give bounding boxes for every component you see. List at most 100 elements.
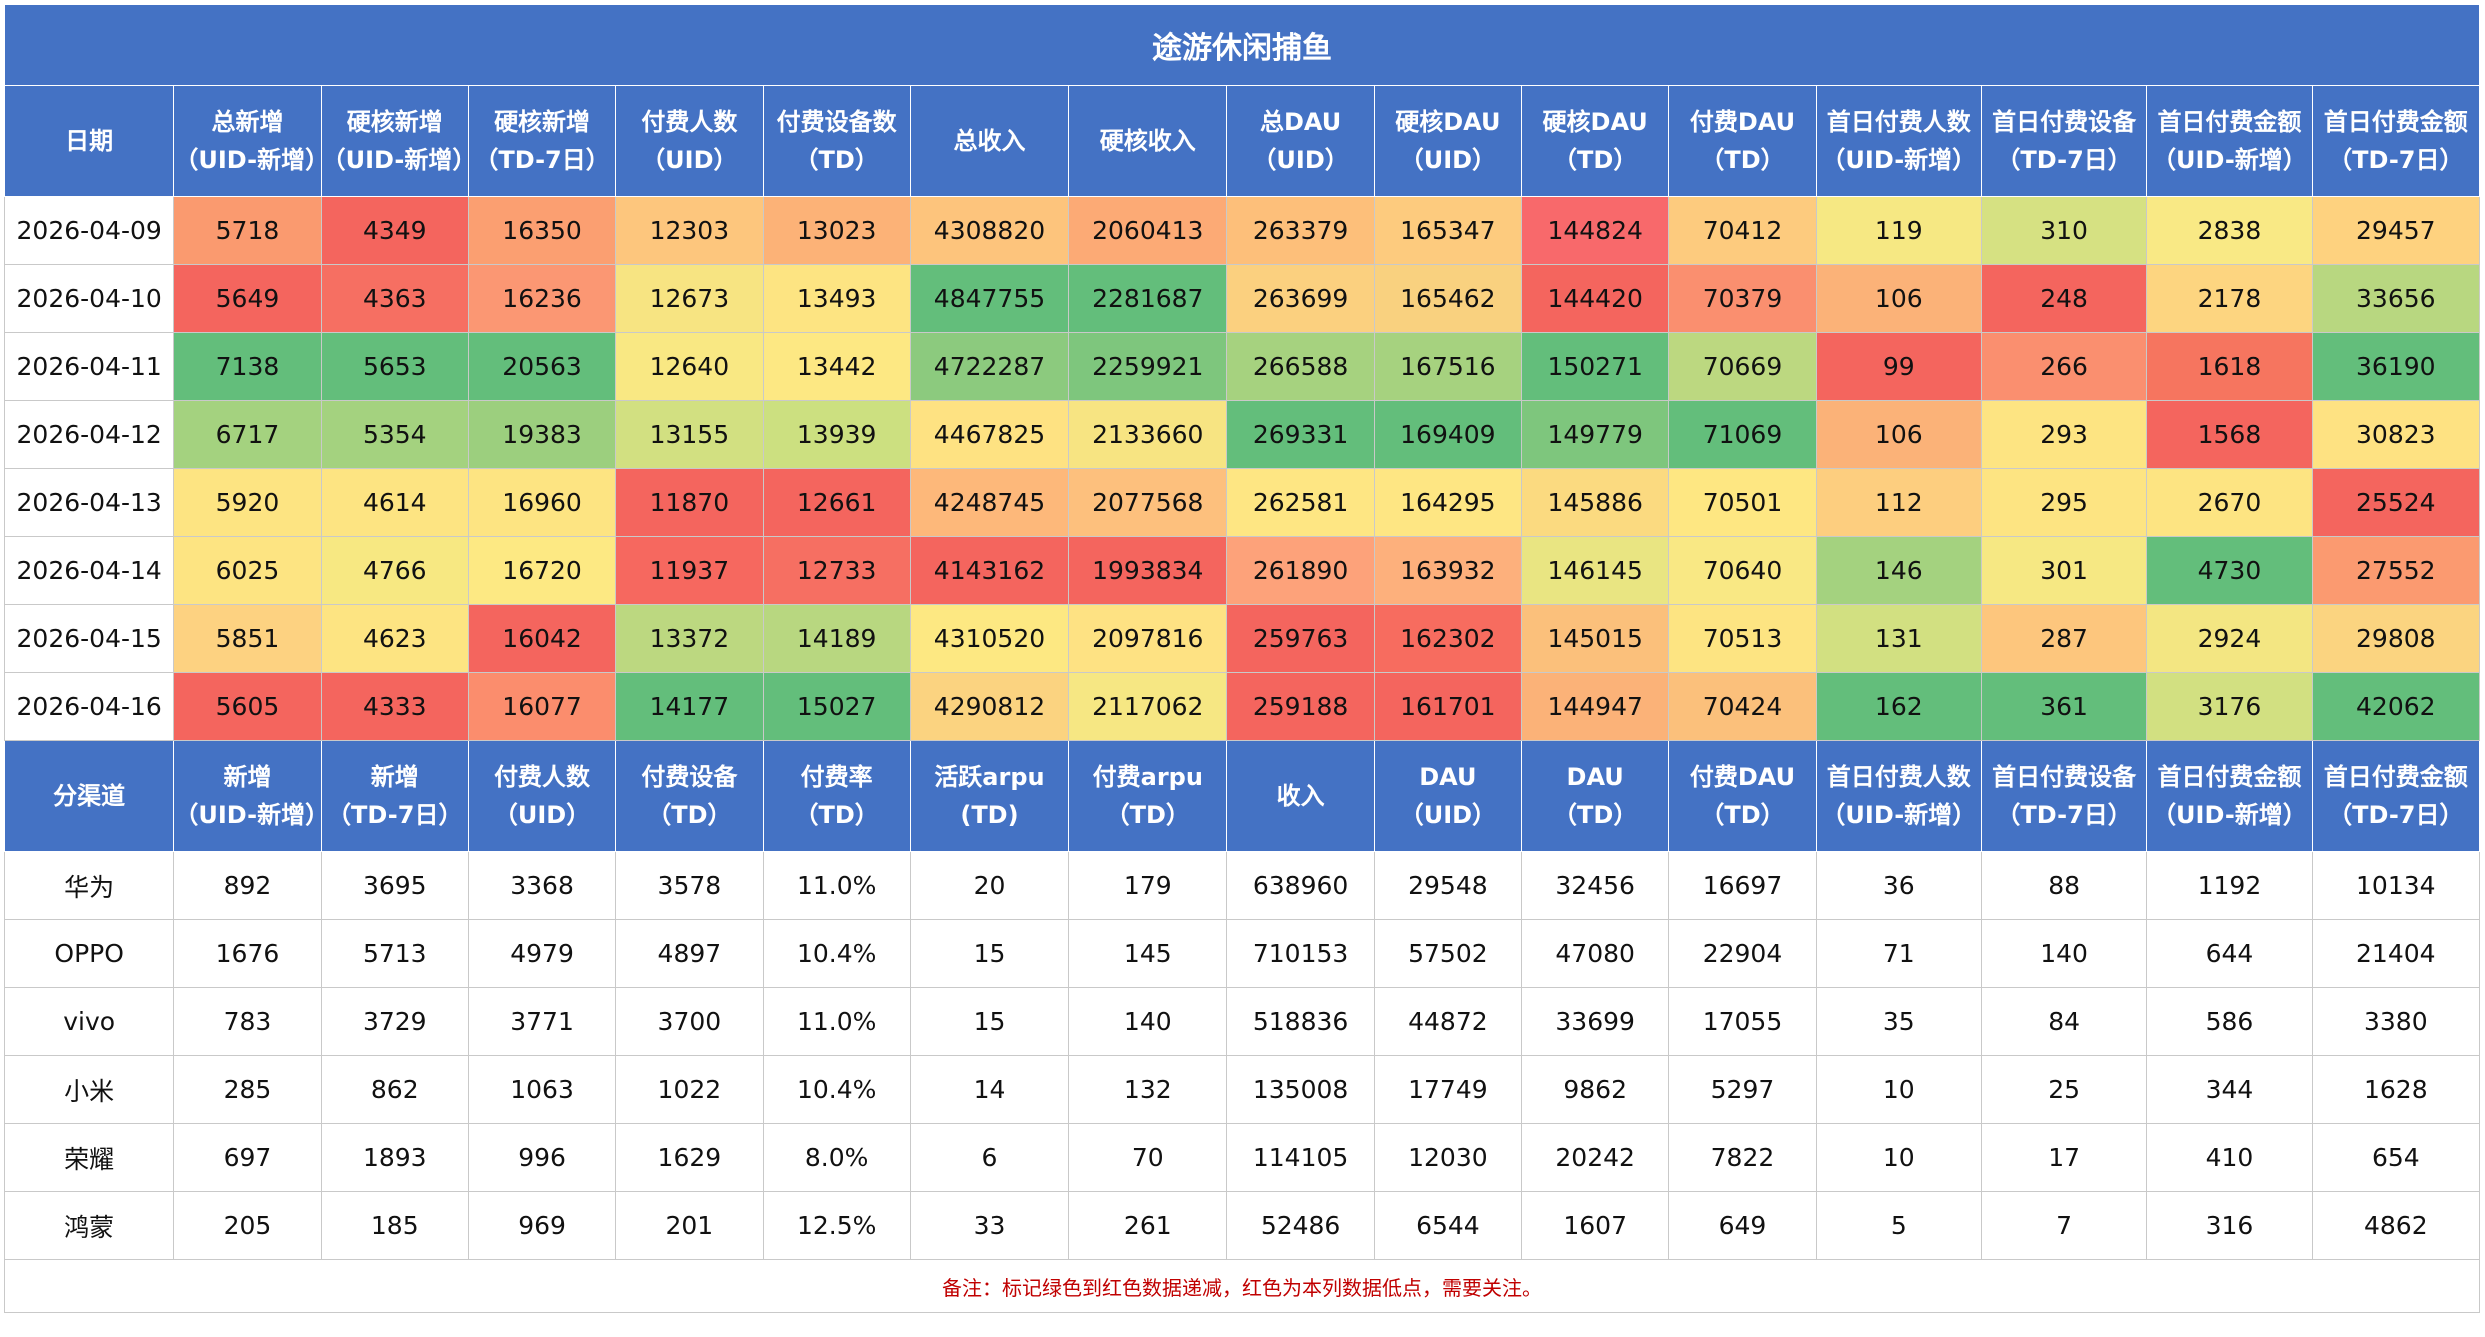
channel-metric-cell: 7	[1980, 1191, 2148, 1260]
column-header-line: （UID-新增）	[2152, 801, 2307, 829]
channels-column-header: 收入	[1226, 740, 1375, 852]
channel-metric-cell: 32456	[1521, 851, 1670, 920]
channel-metric-cell: 644	[2146, 919, 2313, 988]
column-header-line: （TD）	[1105, 801, 1190, 829]
metric-cell: 16720	[467, 536, 617, 605]
channel-metric-cell: 29548	[1373, 851, 1523, 920]
channel-metric-cell: 5	[1815, 1191, 1982, 1260]
metric-cell: 2060413	[1068, 196, 1228, 265]
column-header-line: 首日付费金额	[2157, 763, 2302, 791]
channel-metric-cell: 654	[2311, 1123, 2481, 1192]
channels-column-header: DAU （UID）	[1373, 740, 1523, 852]
channel-table-row: 鸿蒙 205 185 969 201 12.5% 33 261 52486 6544 1607 649…	[3, 1191, 2481, 1260]
column-header-line: （UID-新增）	[1821, 801, 1977, 829]
column-header-line: （TD）	[1700, 801, 1785, 829]
metric-cell: 16350	[467, 196, 617, 265]
channel-metric-cell: 892	[173, 851, 322, 920]
column-header-line: （UID）	[1399, 801, 1497, 829]
channel-name-cell: 华为	[3, 851, 175, 920]
channel-metric-cell: 3771	[467, 987, 617, 1056]
date-cell: 2026-04-16	[3, 672, 175, 741]
channel-metric-cell: 33	[909, 1191, 1070, 1260]
channel-metric-cell: 57502	[1373, 919, 1523, 988]
channel-metric-cell: 4862	[2311, 1191, 2481, 1260]
daily-table-row: 2026-04-09 5718 4349 16350 12303 13023 4308820…	[3, 196, 2481, 265]
daily-column-header: 首日付费金额 （UID-新增）	[2146, 85, 2313, 197]
daily-column-header: 付费人数 （UID）	[615, 85, 764, 197]
column-header-line: （TD-7日）	[474, 146, 610, 174]
column-header-line: （UID-新增）	[2152, 146, 2307, 174]
channel-name-cell: OPPO	[3, 919, 175, 988]
daily-column-header: 日期	[3, 85, 175, 197]
metric-cell: 2097816	[1068, 604, 1228, 673]
metric-cell: 36190	[2311, 332, 2481, 401]
metric-cell: 295	[1980, 468, 2148, 537]
column-header-line: （UID）	[1399, 146, 1497, 174]
metric-cell: 4349	[320, 196, 469, 265]
channel-metric-cell: 1628	[2311, 1055, 2481, 1124]
metric-cell: 7138	[173, 332, 322, 401]
metric-cell: 169409	[1373, 400, 1523, 469]
channel-metric-cell: 35	[1815, 987, 1982, 1056]
metric-cell: 12661	[762, 468, 911, 537]
column-header-line: 日期	[65, 127, 114, 155]
channels-column-header: 付费arpu （TD）	[1068, 740, 1228, 852]
metric-cell: 266	[1980, 332, 2148, 401]
column-header-line: 首日付费金额	[2323, 763, 2468, 791]
channel-metric-cell: 20	[909, 851, 1070, 920]
daily-table-row: 2026-04-14 6025 4766 16720 11937 12733 4143162…	[3, 536, 2481, 605]
metric-cell: 16042	[467, 604, 617, 673]
metric-cell: 261890	[1226, 536, 1375, 605]
metric-cell: 2259921	[1068, 332, 1228, 401]
metric-cell: 4614	[320, 468, 469, 537]
channel-metric-cell: 697	[173, 1123, 322, 1192]
channels-column-header: 付费设备 （TD）	[615, 740, 764, 852]
metric-cell: 4623	[320, 604, 469, 673]
channel-metric-cell: 15	[909, 987, 1070, 1056]
metric-cell: 11870	[615, 468, 764, 537]
channel-metric-cell: 17	[1980, 1123, 2148, 1192]
channel-metric-cell: 649	[1668, 1191, 1817, 1260]
column-header-line: （UID-新增）	[174, 146, 322, 174]
channels-column-header: 新增 （UID-新增）	[173, 740, 322, 852]
metric-cell: 13493	[762, 264, 911, 333]
channel-metric-cell: 3700	[615, 987, 764, 1056]
metric-cell: 2281687	[1068, 264, 1228, 333]
metric-cell: 4722287	[909, 332, 1070, 401]
column-header-line: 硬核新增	[346, 108, 443, 136]
column-header-line: 总收入	[953, 127, 1026, 155]
channel-metric-cell: 261	[1068, 1191, 1228, 1260]
channel-metric-cell: 10.4%	[762, 919, 911, 988]
metric-cell: 164295	[1373, 468, 1523, 537]
column-header-line: 首日付费金额	[2157, 108, 2302, 136]
column-header-line: （TD-7日）	[2328, 146, 2464, 174]
channel-metric-cell: 44872	[1373, 987, 1523, 1056]
column-header-line: 总DAU	[1259, 108, 1342, 136]
channels-column-header: 活跃arpu (TD)	[909, 740, 1070, 852]
channel-metric-cell: 5713	[320, 919, 469, 988]
column-header-line: （UID）	[1252, 146, 1349, 174]
column-header-line: 付费设备数	[776, 108, 897, 136]
metric-cell: 2924	[2146, 604, 2313, 673]
metric-cell: 259188	[1226, 672, 1375, 741]
metric-cell: 4333	[320, 672, 469, 741]
metric-cell: 162	[1815, 672, 1982, 741]
channels-column-header: 首日付费金额 （UID-新增）	[2146, 740, 2313, 852]
channel-metric-cell: 70	[1068, 1123, 1228, 1192]
column-header-line: 分渠道	[53, 782, 126, 810]
metric-cell: 4308820	[909, 196, 1070, 265]
column-header-line: 付费人数	[641, 108, 738, 136]
column-header-line: （TD）	[794, 146, 879, 174]
channel-metric-cell: 11.0%	[762, 851, 911, 920]
column-header-line: 硬核新增	[494, 108, 591, 136]
metric-cell: 263379	[1226, 196, 1375, 265]
daily-column-header: 首日付费设备 （TD-7日）	[1980, 85, 2148, 197]
column-header-line: （UID-新增）	[174, 801, 322, 829]
channel-metric-cell: 638960	[1226, 851, 1375, 920]
channel-name-cell: vivo	[3, 987, 175, 1056]
column-header-line: 首日付费设备	[1992, 108, 2137, 136]
metric-cell: 33656	[2311, 264, 2481, 333]
channel-table-row: OPPO 1676 5713 4979 4897 10.4% 15 145 710153 5750…	[3, 919, 2481, 988]
channel-metric-cell: 3368	[467, 851, 617, 920]
channel-metric-cell: 17749	[1373, 1055, 1523, 1124]
